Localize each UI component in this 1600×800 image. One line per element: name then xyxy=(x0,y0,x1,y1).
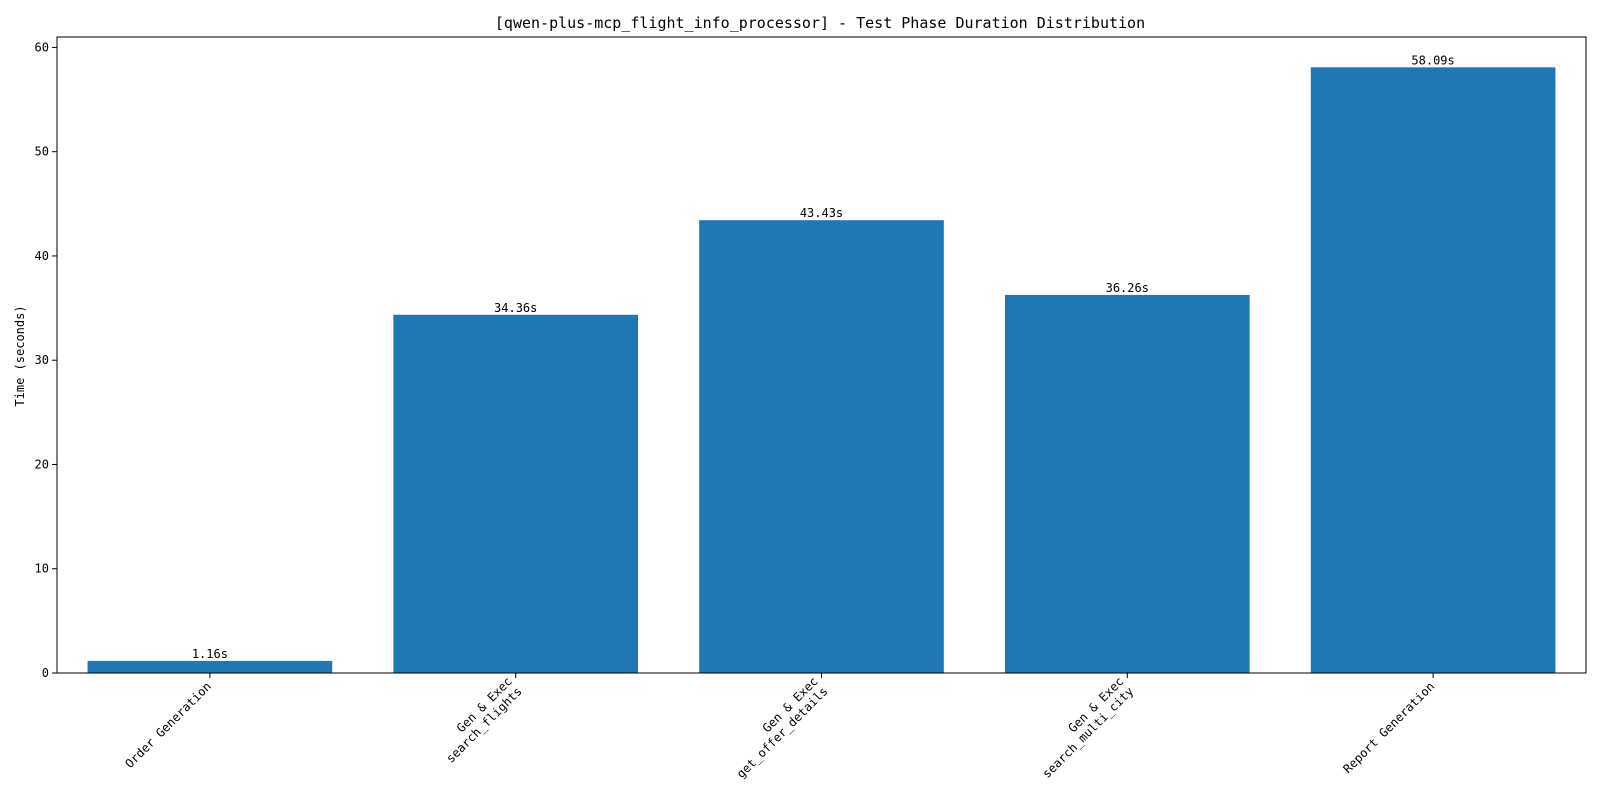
bar-value-label: 34.36s xyxy=(494,301,537,315)
y-tick-label: 10 xyxy=(35,562,49,576)
y-tick-label: 20 xyxy=(35,457,49,471)
x-tick-label: Gen & Execsearch_flights xyxy=(433,674,524,765)
y-tick-label: 60 xyxy=(35,40,49,54)
bar xyxy=(699,220,944,674)
bar-value-label: 1.16s xyxy=(192,647,228,661)
y-axis-label: Time (seconds) xyxy=(13,305,27,406)
bar xyxy=(1310,67,1556,673)
bar xyxy=(393,314,639,673)
x-tick-label: Gen & Execget_offer_details xyxy=(724,674,831,781)
y-tick-label: 0 xyxy=(42,666,49,680)
x-tick-label-line: search_multi_city xyxy=(1040,684,1137,781)
x-tick-label: Report Generation xyxy=(1340,679,1437,776)
x-tick-label-line: Report Generation xyxy=(1340,679,1437,776)
x-tick-label-line: Order Generation xyxy=(122,679,214,771)
y-tick-label: 30 xyxy=(35,353,49,367)
x-tick-label: Order Generation xyxy=(122,679,214,771)
bar-value-label: 58.09s xyxy=(1411,53,1454,67)
bar-value-label: 36.26s xyxy=(1106,281,1149,295)
chart-title: [qwen-plus-mcp_flight_info_processor] - … xyxy=(495,14,1145,32)
bar xyxy=(87,660,333,673)
y-tick-label: 50 xyxy=(35,145,49,159)
bar-value-label: 43.43s xyxy=(800,206,843,220)
x-tick-label-line: get_offer_details xyxy=(734,684,831,781)
plot-area: 1.16s 34.36s 43.43s 36.26s 58.09s 0 10 20 30 40 50… xyxy=(35,36,1587,781)
y-tick-label: 40 xyxy=(35,249,49,263)
x-tick-label: Gen & Execsearch_multi_city xyxy=(1030,674,1137,781)
bar xyxy=(1004,294,1250,673)
